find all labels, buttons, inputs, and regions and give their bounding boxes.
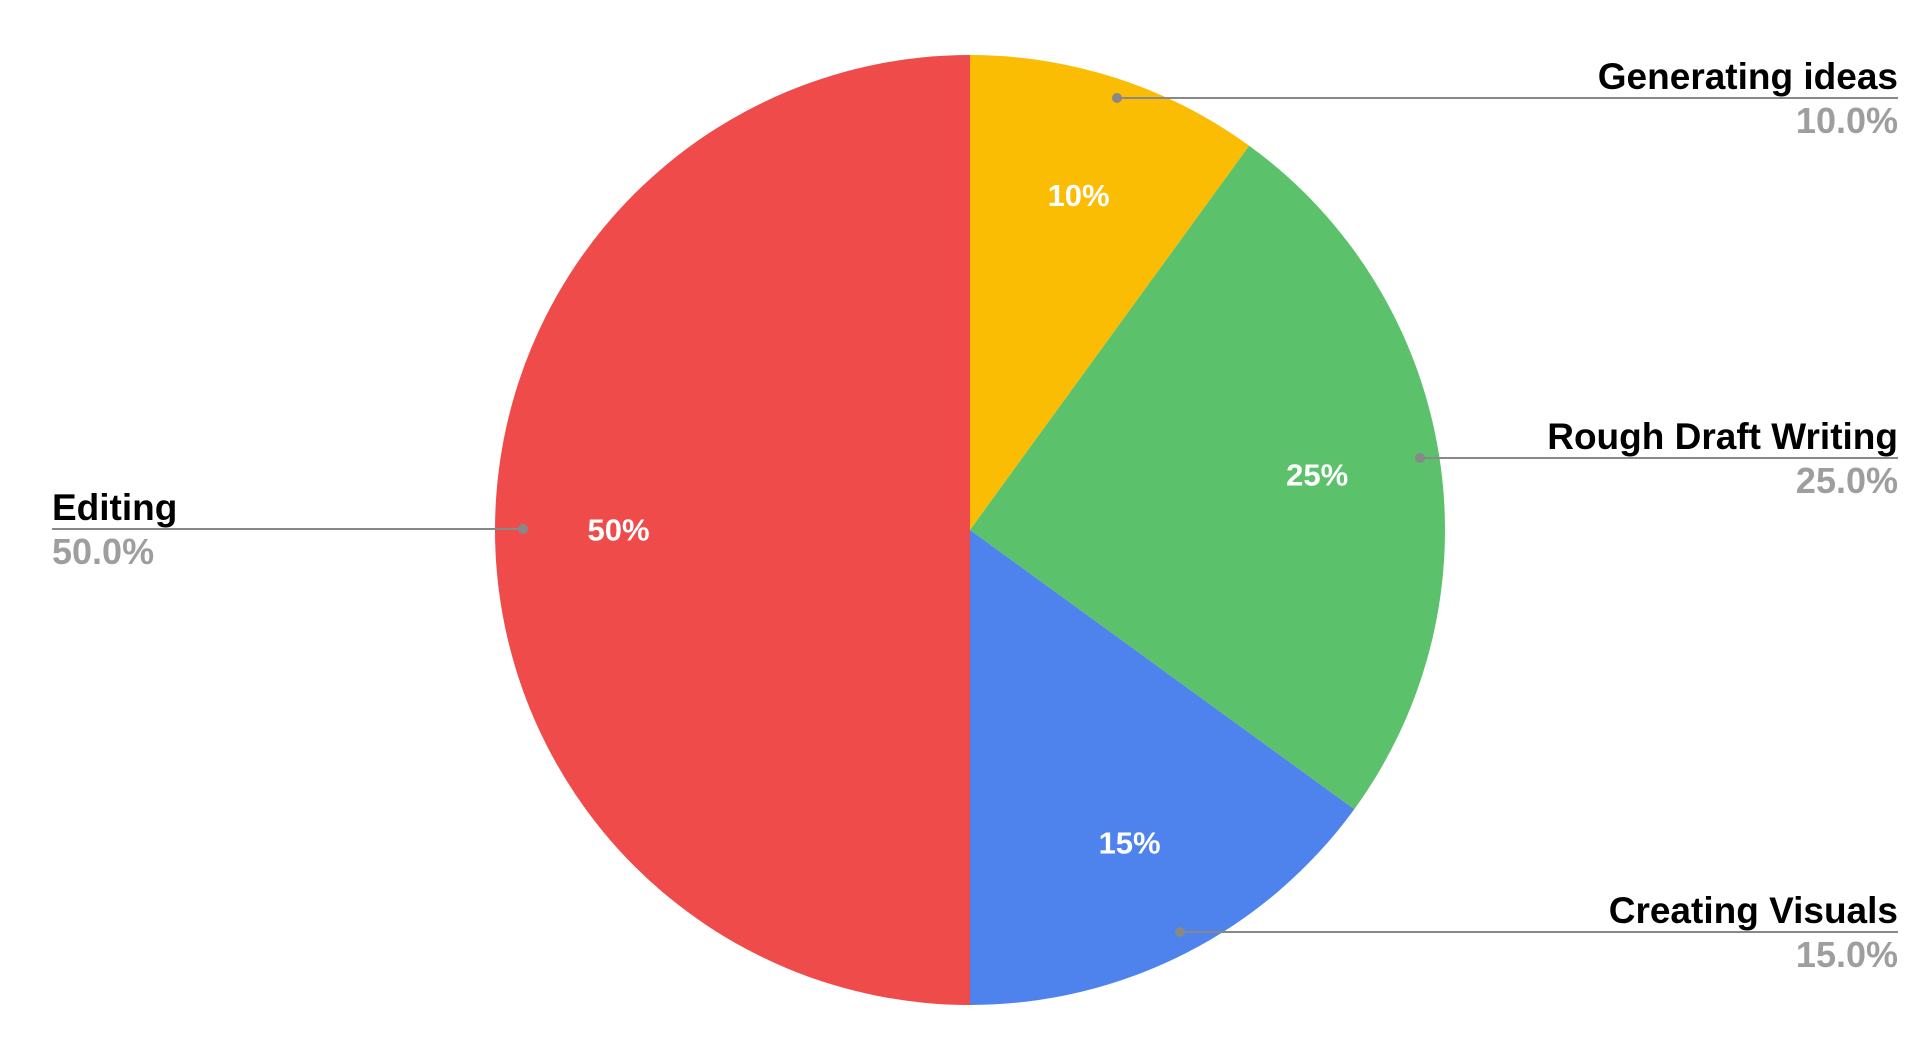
- leader-dot-editing: [518, 524, 528, 534]
- callout-label-rough-draft-writing: Rough Draft Writing: [1547, 416, 1898, 457]
- slice-pct-label-generating-ideas: 10%: [1048, 178, 1110, 213]
- leader-dot-rough-draft-writing: [1415, 453, 1425, 463]
- slice-pct-label-rough-draft-writing: 25%: [1286, 458, 1348, 493]
- callout-label-creating-visuals: Creating Visuals: [1609, 890, 1898, 931]
- pie-slice-creating-visuals: [970, 530, 1355, 1005]
- pie-slice-rough-draft-writing: [970, 145, 1445, 810]
- slice-pct-label-creating-visuals: 15%: [1099, 826, 1161, 861]
- pie-slice-generating-ideas: [970, 55, 1250, 530]
- callout-label-generating-ideas: Generating ideas: [1598, 56, 1898, 97]
- leader-lines: [52, 93, 1898, 937]
- callout-value-editing: 50.0%: [52, 531, 154, 572]
- slice-pct-label-editing: 50%: [587, 513, 649, 548]
- leader-dot-generating-ideas: [1112, 93, 1122, 103]
- callout-label-editing: Editing: [52, 487, 177, 528]
- pie-slice-editing: [495, 55, 970, 1005]
- callout-value-generating-ideas: 10.0%: [1796, 100, 1898, 141]
- callout-value-rough-draft-writing: 25.0%: [1796, 460, 1898, 501]
- leader-dot-creating-visuals: [1175, 927, 1185, 937]
- pie-slices: [495, 55, 1445, 1005]
- callout-value-creating-visuals: 15.0%: [1796, 934, 1898, 975]
